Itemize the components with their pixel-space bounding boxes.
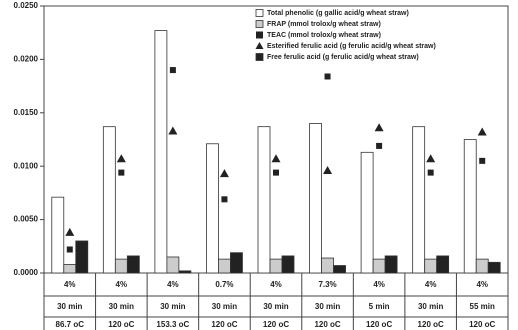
- square-marker: [376, 142, 383, 149]
- bar: [154, 30, 168, 274]
- square-marker: [169, 67, 176, 74]
- x-category-label: 30 min: [109, 302, 134, 311]
- x-category-label: 30 min: [212, 302, 237, 311]
- x-category-label: 4%: [425, 280, 437, 289]
- legend-swatch: [255, 42, 264, 49]
- bar: [321, 257, 334, 274]
- square-marker: [273, 169, 279, 176]
- x-category-label: 55 min: [470, 302, 495, 311]
- legend-swatch: [255, 9, 264, 17]
- x-category-label: 30 min: [57, 302, 82, 311]
- bar: [75, 240, 89, 274]
- bar: [166, 256, 180, 274]
- bar: [102, 126, 116, 274]
- square-marker: [427, 169, 434, 176]
- bar: [333, 265, 346, 274]
- x-category-label: 4%: [270, 280, 282, 289]
- triangle-marker: [426, 154, 436, 163]
- triangle-marker: [116, 154, 126, 163]
- y-tick-label: 0.0100: [14, 161, 39, 170]
- x-category-label: 153.3 oC: [156, 320, 189, 329]
- bar: [126, 255, 140, 274]
- bar: [178, 270, 192, 274]
- bar: [424, 258, 438, 274]
- bar: [309, 123, 322, 274]
- square-marker: [324, 73, 331, 80]
- x-category-label: 30 min: [160, 302, 185, 311]
- bar: [63, 264, 77, 274]
- y-tick-label: 0.0000: [14, 268, 39, 277]
- x-category-label: 4%: [167, 280, 179, 289]
- x-category-label: 120 oC: [263, 320, 289, 329]
- triangle-marker: [374, 123, 384, 132]
- legend-label: TEAC (mmol trolox/g wheat straw): [267, 32, 381, 39]
- bar: [384, 255, 398, 274]
- bar: [463, 139, 477, 274]
- square-marker: [479, 157, 486, 164]
- x-category-label: 5 min: [369, 302, 390, 311]
- square-marker: [118, 169, 125, 176]
- bar: [487, 261, 501, 274]
- x-category-label: 0.7%: [215, 280, 233, 289]
- legend-swatch: [256, 31, 263, 39]
- bar: [412, 126, 426, 274]
- bar: [230, 252, 243, 274]
- bar: [475, 258, 489, 274]
- triangle-marker: [168, 126, 178, 135]
- legend-label: FRAP (mmol trolox/g wheat straw): [267, 21, 381, 28]
- y-tick-label: 0.0250: [14, 1, 39, 10]
- legend-label: Free ferulic acid (g ferulic acid/g whea…: [267, 54, 419, 61]
- x-category-label: 30 min: [315, 302, 340, 311]
- x-category-label: 120 oC: [211, 320, 237, 329]
- bar: [436, 255, 450, 274]
- bar: [206, 143, 219, 274]
- x-category-label: 120 oC: [469, 320, 495, 329]
- bar: [281, 255, 295, 274]
- triangle-marker: [219, 169, 229, 178]
- triangle-marker: [477, 127, 487, 136]
- bar: [51, 196, 65, 274]
- bar: [372, 258, 386, 274]
- x-category-label: 4%: [476, 280, 488, 289]
- x-category-label: 86.7 oC: [56, 320, 85, 329]
- x-category-label: 30 min: [418, 302, 443, 311]
- legend-swatch: [255, 20, 264, 28]
- triangle-marker: [323, 165, 333, 174]
- x-category-label: 4%: [116, 280, 128, 289]
- y-tick-label: 0.0150: [14, 108, 39, 117]
- x-category-label: 30 min: [263, 302, 288, 311]
- legend-label: Total phenolic (g gallic acid/g wheat st…: [267, 10, 409, 17]
- x-category-label: 120 oC: [314, 320, 340, 329]
- bar: [218, 258, 231, 274]
- legend-label: Esterified ferulic acid (g ferulic acid/…: [267, 43, 436, 50]
- triangle-marker: [65, 227, 75, 236]
- x-category-label: 120 oC: [418, 320, 444, 329]
- bar: [257, 126, 271, 274]
- x-category-label: 4%: [373, 280, 385, 289]
- square-marker: [221, 196, 228, 203]
- y-tick-label: 0.0200: [14, 55, 39, 64]
- legend-swatch: [255, 53, 264, 61]
- x-category-label: 120 oC: [366, 320, 392, 329]
- square-marker: [66, 246, 73, 253]
- x-category-label: 4%: [64, 280, 76, 289]
- bar: [360, 151, 374, 274]
- bar: [269, 258, 283, 274]
- triangle-marker: [271, 154, 281, 163]
- bar: [114, 258, 128, 274]
- x-category-label: 7.3%: [318, 280, 336, 289]
- y-tick-label: 0.0050: [14, 215, 39, 224]
- x-category-label: 120 oC: [108, 320, 134, 329]
